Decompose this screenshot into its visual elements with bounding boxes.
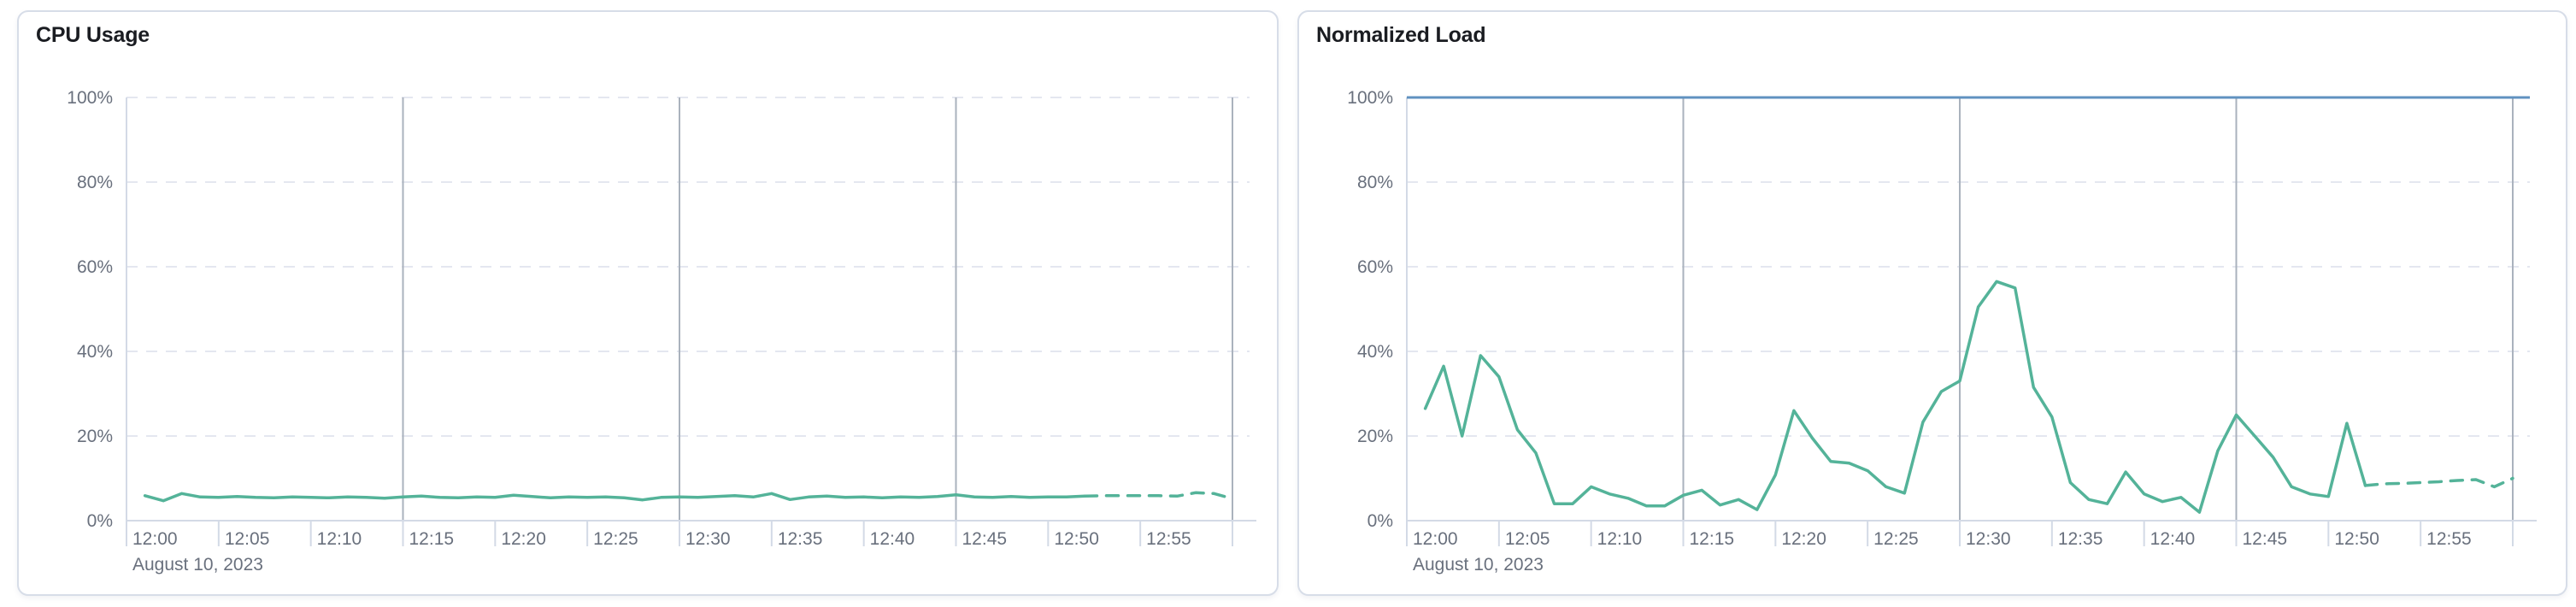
svg-text:12:55: 12:55 — [2426, 529, 2472, 549]
x-axis-labels: 12:00 12:05 12:10 12:15 12:20 12:25 12:30 12:35… — [132, 529, 1191, 575]
svg-text:40%: 40% — [1357, 342, 1393, 362]
svg-text:12:50: 12:50 — [1054, 529, 1099, 549]
svg-text:80%: 80% — [1357, 173, 1393, 192]
x-axis-date-label: August 10, 2023 — [1413, 555, 1544, 575]
svg-text:60%: 60% — [77, 257, 113, 277]
svg-text:12:45: 12:45 — [2243, 529, 2288, 549]
svg-text:20%: 20% — [1357, 427, 1393, 446]
svg-text:40%: 40% — [77, 342, 113, 362]
svg-text:12:10: 12:10 — [1597, 529, 1643, 549]
svg-text:60%: 60% — [1357, 257, 1393, 277]
normalized-load-panel-title: Normalized Load — [1316, 23, 1486, 47]
x-axis-date-label: August 10, 2023 — [132, 555, 263, 575]
svg-text:12:55: 12:55 — [1146, 529, 1191, 549]
svg-text:12:25: 12:25 — [1873, 529, 1919, 549]
chart-svg: 0%20%40%60%80%100%12:00 12:05 12:10 12:15 12… — [67, 88, 1256, 575]
svg-text:12:20: 12:20 — [501, 529, 546, 549]
svg-text:80%: 80% — [77, 173, 113, 192]
svg-text:100%: 100% — [67, 88, 113, 108]
normalized-load-chart[interactable]: 0% 20% 40% 60% 80% 100% 12:00 12:05 12:10 12:15 12… — [1299, 12, 2549, 594]
svg-text:12:20: 12:20 — [1781, 529, 1826, 549]
horizontal-gridlines — [126, 97, 1250, 437]
svg-text:12:05: 12:05 — [225, 529, 270, 549]
cpu-usage-panel-title: CPU Usage — [36, 23, 150, 47]
svg-text:20%: 20% — [77, 427, 113, 446]
svg-text:12:25: 12:25 — [593, 529, 638, 549]
svg-text:12:00: 12:00 — [1413, 529, 1458, 549]
x-axis-labels: 12:00 12:05 12:10 12:15 12:20 12:25 12:30 12:35… — [1413, 529, 2472, 575]
vertical-gridlines — [402, 97, 1233, 521]
cpu-usage-chart[interactable]: 0% 20% 40% 60% 80% 100% 12:00 12:05 12:10 12:15 12… — [19, 12, 1268, 594]
svg-text:12:40: 12:40 — [2150, 529, 2196, 549]
svg-text:12:50: 12:50 — [2334, 529, 2379, 549]
normalized-load-panel: Normalized Load 0% 20% 40% 60% 80% 100% 12:00 1… — [1297, 10, 2567, 596]
axes — [1406, 97, 2537, 546]
svg-text:12:10: 12:10 — [317, 529, 362, 549]
cpu-usage-line-partial — [1083, 491, 1234, 501]
svg-text:12:15: 12:15 — [409, 529, 455, 549]
svg-text:0%: 0% — [1367, 511, 1393, 531]
cpu-usage-line — [143, 492, 1087, 503]
svg-text:12:00: 12:00 — [132, 529, 178, 549]
svg-text:12:05: 12:05 — [1505, 529, 1550, 549]
chart-svg: 0%20%40%60%80%100%12:00 12:05 12:10 12:15 12… — [1347, 88, 2537, 575]
svg-text:12:15: 12:15 — [1690, 529, 1735, 549]
svg-text:100%: 100% — [1347, 88, 1393, 108]
svg-text:0%: 0% — [87, 511, 113, 531]
svg-text:12:35: 12:35 — [778, 529, 823, 549]
vertical-gridlines — [1682, 97, 2514, 521]
axes — [126, 97, 1256, 546]
svg-text:12:45: 12:45 — [962, 529, 1008, 549]
normalized-load-line-partial — [2363, 476, 2514, 489]
svg-text:12:30: 12:30 — [685, 529, 731, 549]
horizontal-gridlines — [1407, 97, 2530, 437]
cpu-usage-panel: CPU Usage 0% 20% 40% 60% 80% 100% 12:00 12:05 12… — [17, 10, 1279, 596]
normalized-load-line — [1423, 280, 2367, 514]
svg-text:12:40: 12:40 — [870, 529, 915, 549]
y-axis-labels: 0% 20% 40% 60% 80% 100% — [1347, 88, 1393, 531]
y-axis-labels: 0% 20% 40% 60% 80% 100% — [67, 88, 113, 531]
svg-text:12:30: 12:30 — [1966, 529, 2011, 549]
svg-text:12:35: 12:35 — [2058, 529, 2103, 549]
